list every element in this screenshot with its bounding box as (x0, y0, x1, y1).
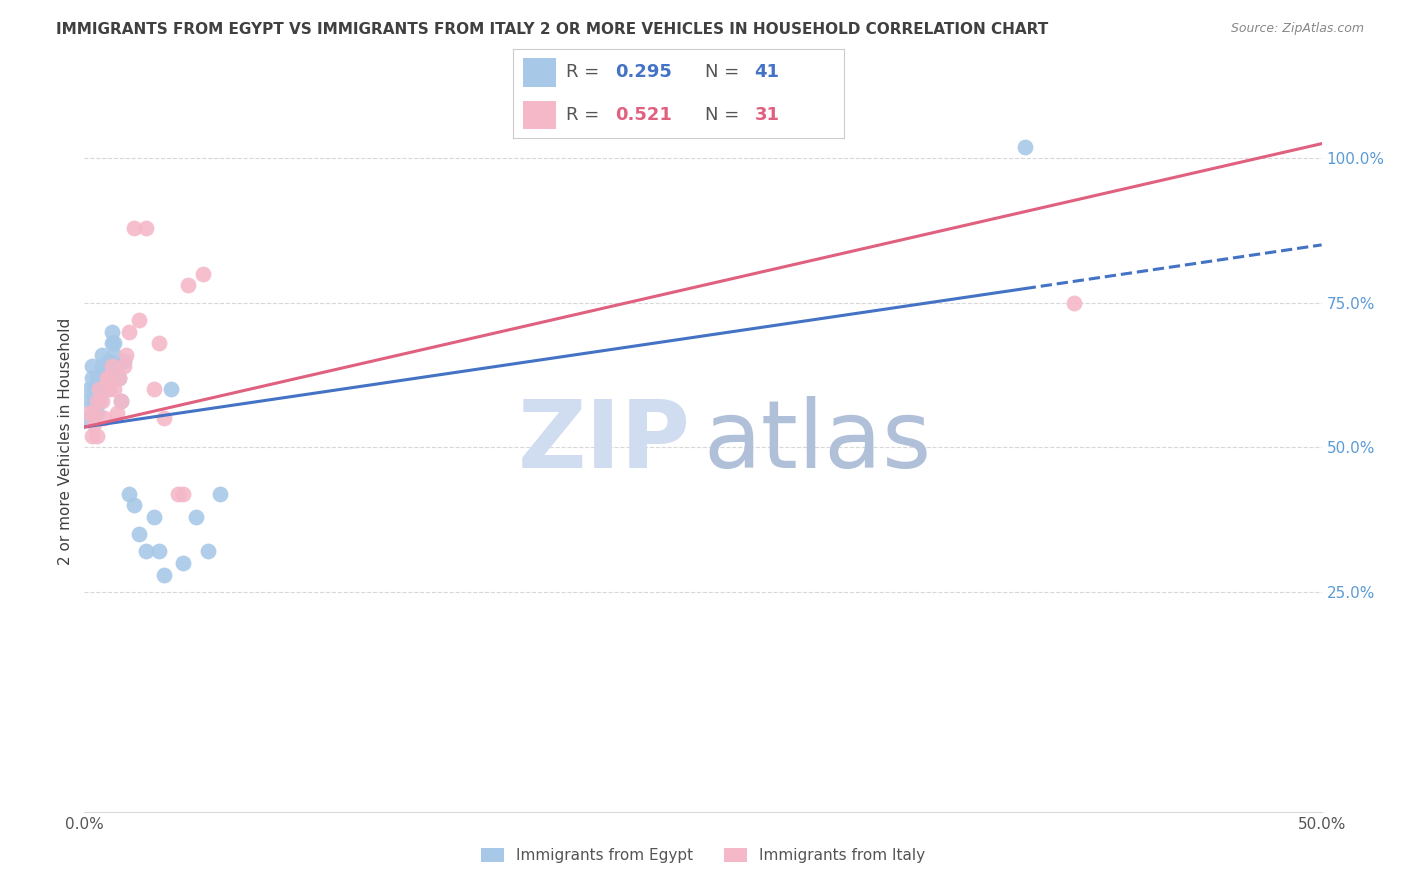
Point (110, 394, 132, 409)
Point (135, 544, 157, 558)
Point (108, 371, 131, 385)
Point (89, 394, 111, 409)
Text: 0.521: 0.521 (616, 105, 672, 124)
Point (93, 371, 115, 385)
Point (93, 411, 115, 425)
Point (83, 406, 105, 420)
Point (103, 383, 125, 397)
Point (90, 359, 112, 374)
Point (83, 383, 105, 397)
Point (118, 486, 141, 500)
Point (98, 371, 121, 385)
Point (100, 336, 122, 351)
Point (79, 406, 101, 420)
Point (128, 313, 150, 327)
Point (122, 220, 145, 235)
Point (89, 371, 111, 385)
Text: IMMIGRANTS FROM EGYPT VS IMMIGRANTS FROM ITALY 2 OR MORE VEHICLES IN HOUSEHOLD C: IMMIGRANTS FROM EGYPT VS IMMIGRANTS FROM… (56, 22, 1049, 37)
Text: ZIP: ZIP (517, 395, 690, 488)
Point (86, 383, 108, 397)
Point (80, 359, 103, 374)
Point (112, 359, 135, 374)
Point (83, 394, 105, 409)
Point (103, 348, 125, 362)
Point (110, 394, 132, 409)
Point (76, 411, 98, 425)
Point (89, 383, 111, 397)
Point (172, 556, 194, 570)
Point (142, 383, 165, 397)
Text: 0.295: 0.295 (616, 62, 672, 81)
Legend: Immigrants from Egypt, Immigrants from Italy: Immigrants from Egypt, Immigrants from I… (474, 840, 932, 871)
Point (167, 486, 190, 500)
Point (115, 348, 138, 362)
Point (86, 394, 108, 409)
Bar (523, 101, 557, 129)
Point (83, 417, 105, 432)
Point (86, 371, 108, 385)
Point (128, 527, 150, 541)
Point (112, 353, 135, 368)
Point (98, 353, 121, 368)
Text: N =: N = (704, 105, 745, 124)
Text: 41: 41 (755, 62, 779, 81)
Point (96, 371, 118, 385)
Point (103, 336, 125, 351)
Point (142, 509, 165, 524)
Text: R =: R = (567, 62, 605, 81)
Y-axis label: 2 or more Vehicles in Household: 2 or more Vehicles in Household (58, 318, 73, 566)
Point (152, 567, 174, 582)
Point (79, 394, 101, 409)
Point (96, 383, 118, 397)
Point (86, 406, 108, 420)
Point (122, 498, 145, 512)
Point (98, 383, 121, 397)
Point (108, 371, 131, 385)
Text: Source: ZipAtlas.com: Source: ZipAtlas.com (1230, 22, 1364, 36)
Point (148, 544, 170, 558)
Point (105, 406, 128, 420)
Point (98, 371, 121, 385)
Point (172, 486, 194, 500)
Point (177, 278, 200, 293)
Text: 31: 31 (755, 105, 779, 124)
Point (90, 348, 112, 362)
Text: N =: N = (704, 62, 745, 81)
Point (148, 336, 170, 351)
Point (197, 544, 219, 558)
Point (79, 383, 101, 397)
Point (80, 429, 103, 443)
Point (160, 383, 183, 397)
Point (152, 411, 174, 425)
Text: atlas: atlas (703, 395, 931, 488)
Point (135, 220, 157, 235)
Point (191, 267, 214, 281)
Point (100, 325, 122, 339)
Point (93, 383, 115, 397)
Point (96, 359, 118, 374)
Text: R =: R = (567, 105, 605, 124)
Bar (523, 58, 557, 87)
Point (1063, 295, 1085, 310)
Point (86, 429, 108, 443)
Point (105, 359, 128, 374)
Point (118, 325, 141, 339)
Point (100, 359, 122, 374)
Point (209, 486, 232, 500)
Point (184, 509, 207, 524)
Point (90, 394, 112, 409)
Point (80, 371, 103, 385)
Point (1014, 139, 1036, 153)
